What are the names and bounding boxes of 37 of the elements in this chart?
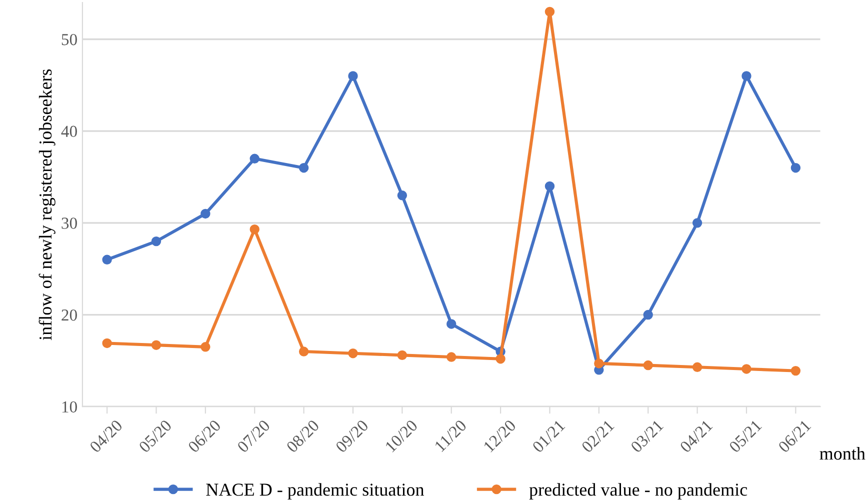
y-axis-title: inflow of newly registered jobseekers — [38, 69, 56, 340]
point — [151, 236, 162, 246]
y-tick-label: 10 — [62, 401, 77, 413]
point — [692, 218, 702, 228]
point — [643, 360, 653, 370]
point — [250, 154, 260, 164]
point — [790, 366, 801, 376]
point — [544, 181, 555, 192]
point — [397, 350, 408, 360]
legend-label: NACE D - pandemic situation — [206, 483, 424, 500]
point — [544, 6, 555, 17]
point — [446, 319, 456, 329]
point — [790, 162, 801, 173]
point — [298, 346, 309, 356]
point — [446, 352, 456, 362]
point — [594, 358, 604, 368]
point — [298, 162, 309, 173]
point — [200, 208, 210, 219]
point — [692, 362, 702, 372]
point — [742, 364, 752, 374]
legend-label: predicted value - no pandemic — [529, 483, 748, 500]
point — [102, 254, 112, 265]
point — [348, 348, 358, 358]
y-tick-label: 30 — [62, 218, 77, 229]
x-axis-title: month — [820, 447, 866, 460]
point — [102, 338, 112, 348]
point — [643, 310, 653, 320]
point — [250, 224, 260, 234]
point — [742, 71, 752, 81]
point — [200, 342, 210, 352]
y-tick-label: 20 — [62, 309, 77, 321]
y-tick-label: 50 — [62, 34, 77, 46]
point — [348, 71, 358, 81]
point — [151, 340, 162, 350]
point — [496, 354, 506, 364]
point — [397, 190, 408, 200]
y-tick-label: 40 — [61, 126, 77, 138]
